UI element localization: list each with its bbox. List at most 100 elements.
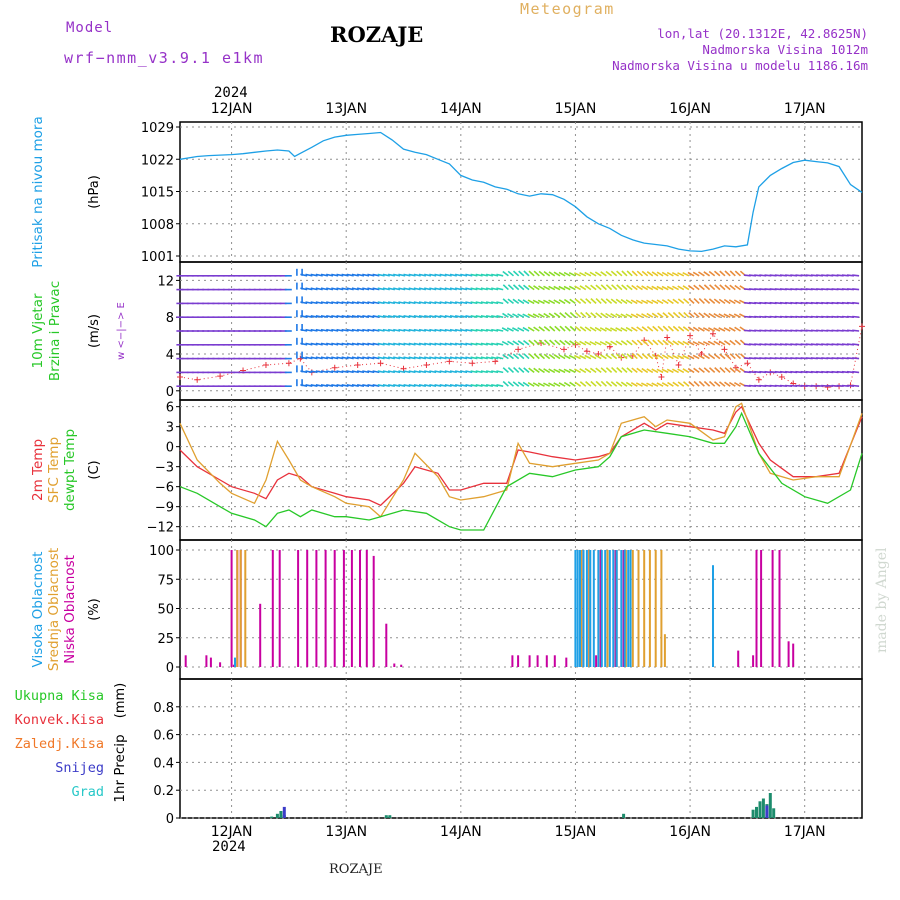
wind-arrow <box>408 370 416 374</box>
wind-arrow <box>580 311 587 318</box>
wind-arrow <box>300 273 308 277</box>
wind-arrow <box>496 315 504 318</box>
wind-arrow <box>522 381 530 387</box>
xtick-label-top: 16JAN <box>669 101 711 117</box>
wind-arrow <box>528 367 535 374</box>
wind-arrow <box>398 301 406 305</box>
wind-arrow <box>630 299 638 305</box>
wind-arrow <box>408 342 416 346</box>
wind-arrow <box>341 328 349 332</box>
wind-arrow <box>523 353 530 360</box>
wind-arrow <box>600 354 607 360</box>
wind-arrow <box>393 384 401 387</box>
wind-arrow <box>387 315 396 318</box>
wind-arrow <box>367 342 375 346</box>
wind-arrow <box>460 342 468 346</box>
wind-arrow <box>439 287 447 291</box>
wind-arrow <box>589 354 597 360</box>
wind-arrow <box>538 285 545 291</box>
wind-arrow <box>372 384 380 387</box>
wind-arrow <box>687 354 695 360</box>
bar-high_cloud <box>712 565 714 667</box>
ytick-label-pressure: 1015 <box>141 186 174 201</box>
bar-total_precip <box>275 813 279 818</box>
wind-speed-point <box>595 351 602 357</box>
wind-arrow <box>703 312 711 318</box>
wind-arrow <box>641 326 649 332</box>
wind-arrow <box>403 384 411 387</box>
wind-arrow <box>610 270 618 277</box>
bar-low_cloud <box>297 550 300 667</box>
wind-arrow <box>610 381 618 387</box>
wind-arrow <box>646 285 654 291</box>
wind-arrow <box>724 270 731 277</box>
wind-arrow <box>424 315 432 318</box>
wind-arrow <box>502 367 509 373</box>
wind-arrow <box>336 328 344 332</box>
wind-arrow <box>713 327 721 332</box>
wind-arrow <box>496 287 504 291</box>
wind-arrow <box>610 327 618 332</box>
wind-arrow <box>631 339 638 346</box>
wind-arrow <box>605 284 613 291</box>
wind-arrow <box>620 381 628 387</box>
wind-arrow <box>713 353 721 360</box>
wind-arrow <box>666 271 674 277</box>
bar-low_cloud <box>232 664 235 667</box>
wind-arrow <box>444 328 452 332</box>
wind-arrow <box>496 301 504 305</box>
wind-arrow <box>518 353 525 360</box>
panel-ylabel-cloud: Visoka Oblacnost <box>30 552 46 668</box>
wind-arrow <box>326 301 334 305</box>
xtick-label-bottom: 15JAN <box>555 824 597 840</box>
wind-arrow <box>305 342 313 346</box>
wind-arrow <box>677 354 685 360</box>
bar-low_cloud <box>528 655 531 667</box>
bar-high_cloud <box>627 550 630 667</box>
wind-arrow <box>300 370 308 374</box>
wind-arrow <box>532 313 540 318</box>
wind-arrow <box>533 339 540 346</box>
wind-arrow <box>460 301 468 305</box>
bar-low_cloud <box>372 555 375 667</box>
wind-arrow <box>852 288 860 291</box>
xtick-label-bottom: 13JAN <box>325 824 367 840</box>
wind-arrow <box>708 270 716 277</box>
wind-arrow <box>656 382 664 387</box>
wind-arrow <box>543 270 551 277</box>
wind-arrow <box>326 328 334 332</box>
wind-arrow <box>470 384 478 387</box>
wind-arrow <box>682 381 690 387</box>
wind-arrow <box>398 287 406 291</box>
wind-arrow <box>424 328 432 332</box>
xtick-label-top: 13JAN <box>325 101 367 117</box>
wind-arrow <box>641 285 649 291</box>
wind-arrow <box>713 313 721 318</box>
wind-arrow <box>382 287 390 291</box>
wind-arrow <box>636 339 644 346</box>
wind-speed-point <box>400 365 407 372</box>
wind-arrow <box>429 328 437 332</box>
wind-arrow <box>465 315 473 318</box>
wind-arrow <box>574 311 582 318</box>
wind-arrow <box>728 299 736 305</box>
wind-arrow <box>331 301 339 305</box>
wind-arrow <box>377 384 385 387</box>
wind-arrow <box>491 356 499 360</box>
wind-arrow <box>315 301 323 305</box>
wind-arrow <box>553 382 561 387</box>
bar-low_cloud <box>787 641 790 667</box>
wind-arrow <box>362 315 370 318</box>
wind-arrow <box>729 353 736 360</box>
wind-speed-point <box>354 362 361 369</box>
bar-mid_cloud <box>624 550 627 667</box>
wind-arrow <box>377 370 385 374</box>
wind-arrow <box>616 284 623 291</box>
wind-arrow <box>475 370 483 374</box>
wind-speed-point <box>583 348 590 355</box>
wind-arrow <box>626 284 633 291</box>
wind-arrow <box>491 384 499 387</box>
bar-low_cloud <box>219 662 222 667</box>
wind-arrow <box>444 384 452 387</box>
xtick-label-bottom: 12JAN <box>211 824 253 840</box>
